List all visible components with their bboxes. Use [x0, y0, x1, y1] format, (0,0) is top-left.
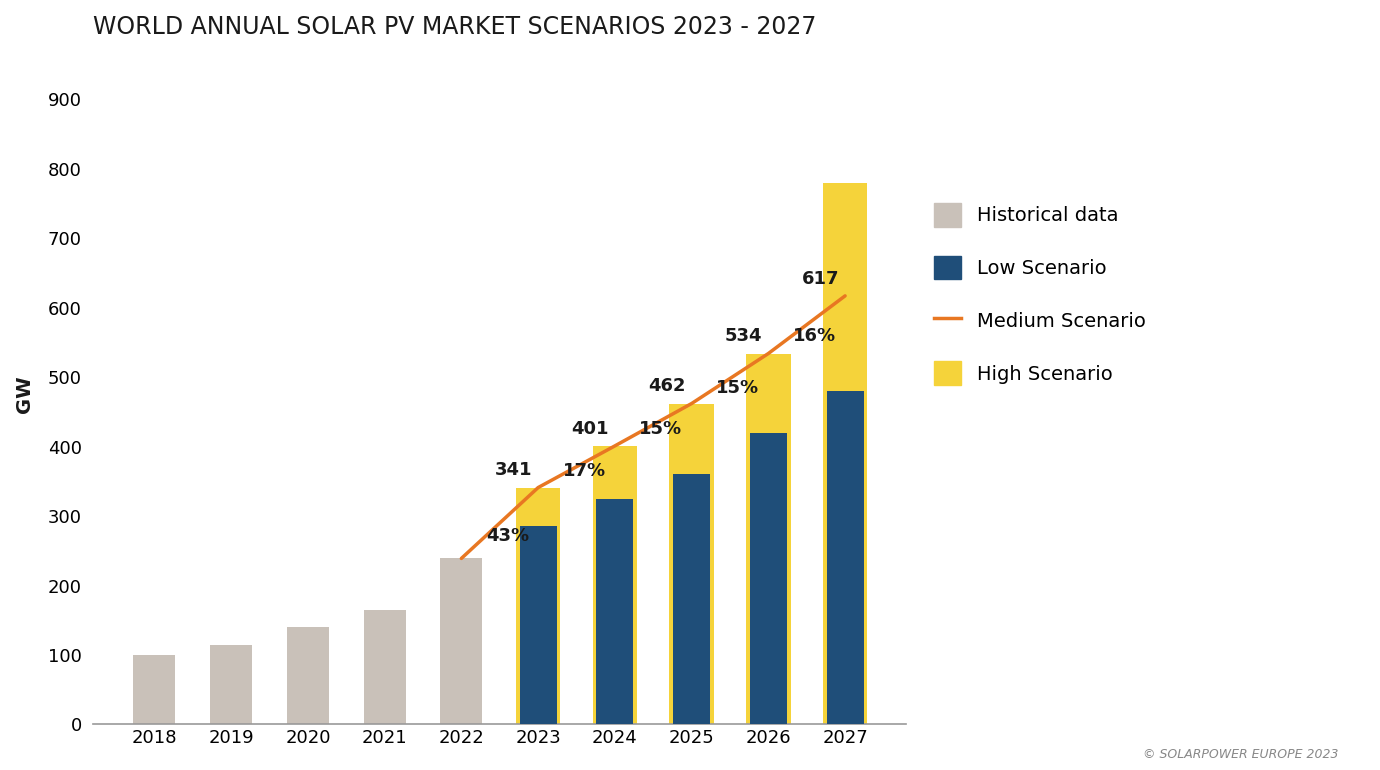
Text: 534: 534: [724, 327, 763, 345]
Text: 15%: 15%: [639, 420, 683, 438]
Bar: [520, 527, 556, 725]
Bar: [516, 487, 560, 725]
Text: 462: 462: [649, 377, 686, 395]
Text: © SOLARPOWER EUROPE 2023: © SOLARPOWER EUROPE 2023: [1143, 748, 1339, 761]
Bar: [287, 628, 328, 725]
Text: 341: 341: [495, 461, 533, 479]
Y-axis label: GW: GW: [15, 376, 34, 413]
Bar: [749, 433, 787, 725]
Legend: Historical data, Low Scenario, Medium Scenario, High Scenario: Historical data, Low Scenario, Medium Sc…: [925, 193, 1155, 395]
Text: 16%: 16%: [793, 327, 836, 345]
Bar: [673, 474, 711, 725]
Text: 401: 401: [571, 420, 609, 437]
Bar: [827, 391, 864, 725]
Text: 617: 617: [802, 270, 839, 287]
Text: 43%: 43%: [486, 527, 529, 545]
Bar: [210, 644, 253, 725]
Bar: [592, 446, 638, 725]
Bar: [747, 353, 791, 725]
Text: WORLD ANNUAL SOLAR PV MARKET SCENARIOS 2023 - 2027: WORLD ANNUAL SOLAR PV MARKET SCENARIOS 2…: [92, 15, 817, 39]
Bar: [596, 499, 633, 725]
Text: 17%: 17%: [563, 462, 606, 480]
Text: 15%: 15%: [716, 379, 759, 397]
Bar: [440, 558, 483, 725]
Bar: [363, 610, 406, 725]
Bar: [669, 403, 713, 725]
Bar: [822, 182, 868, 725]
Bar: [134, 655, 175, 725]
